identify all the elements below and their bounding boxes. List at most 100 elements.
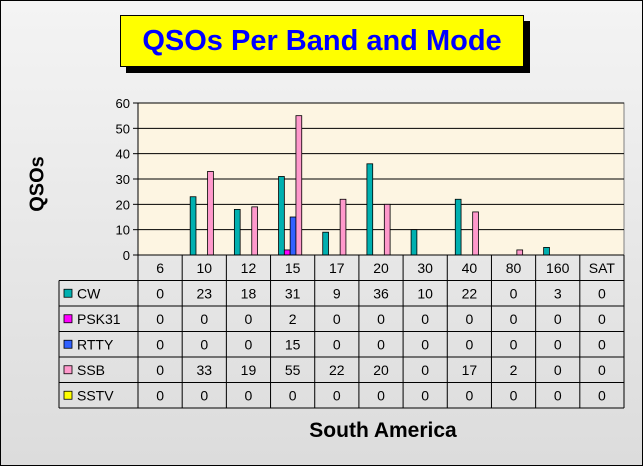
x-tick-label: 80: [506, 260, 522, 276]
bar: [339, 198, 347, 256]
data-cell: 0: [377, 387, 385, 403]
legend-swatch: [63, 365, 73, 375]
bar: [295, 115, 303, 256]
data-cell: 0: [245, 311, 253, 327]
data-cell: 0: [245, 387, 253, 403]
data-cell: 0: [465, 311, 473, 327]
data-cell: 17: [462, 362, 478, 378]
x-tick-label: 12: [241, 260, 257, 276]
data-cell: 0: [333, 387, 341, 403]
legend-swatch: [63, 390, 73, 400]
x-tick-label: 15: [285, 260, 301, 276]
data-cell: 0: [200, 311, 208, 327]
x-axis-label: South America: [309, 419, 457, 442]
data-cell: 0: [200, 387, 208, 403]
data-cell: 22: [462, 285, 478, 301]
data-cell: 0: [156, 362, 164, 378]
bar: [410, 229, 418, 256]
bar: [322, 231, 329, 256]
data-cell: 9: [333, 285, 341, 301]
data-cell: 31: [285, 285, 301, 301]
data-cell: 0: [465, 387, 473, 403]
x-tick-label: 30: [417, 260, 433, 276]
data-cell: 3: [554, 285, 562, 301]
data-cell: 0: [421, 336, 429, 352]
data-cell: 0: [333, 311, 341, 327]
data-cell: 0: [554, 311, 562, 327]
data-cell: 0: [289, 387, 297, 403]
data-cell: 0: [245, 336, 253, 352]
data-cell: 0: [598, 285, 606, 301]
data-cell: 0: [598, 362, 606, 378]
legend-entry: PSK31: [77, 311, 121, 327]
y-tick-label: 30: [116, 172, 130, 187]
data-cell: 0: [598, 311, 606, 327]
y-tick-label: 50: [116, 121, 130, 136]
data-cell: 55: [285, 362, 301, 378]
data-cell: 0: [156, 336, 164, 352]
data-cell: 20: [373, 362, 389, 378]
bar: [383, 203, 391, 256]
legend-swatch: [63, 314, 73, 324]
legend-entry: CW: [77, 285, 101, 301]
data-cell: 0: [421, 387, 429, 403]
legend-entry: RTTY: [77, 336, 114, 352]
data-cell: 0: [377, 336, 385, 352]
data-cell: 22: [329, 362, 345, 378]
x-tick-label: 160: [546, 260, 570, 276]
data-cell: 0: [156, 387, 164, 403]
bar: [543, 246, 550, 256]
legend-swatch: [63, 339, 73, 349]
data-cell: 0: [510, 387, 518, 403]
x-tick-label: 20: [373, 260, 389, 276]
bar: [289, 216, 297, 256]
bar: [283, 249, 291, 256]
title-box: QSOs Per Band and Mode: [120, 15, 524, 67]
y-tick-label: 10: [116, 223, 130, 238]
x-tick-label: 6: [156, 260, 164, 276]
bar: [189, 196, 197, 256]
bar: [516, 249, 524, 256]
data-cell: 0: [421, 311, 429, 327]
bar: [472, 211, 479, 256]
data-cell: 36: [373, 285, 389, 301]
bar: [278, 176, 285, 256]
legend-entry: SSTV: [77, 387, 114, 403]
data-cell: 0: [421, 362, 429, 378]
data-cell: 0: [510, 311, 518, 327]
bar: [454, 198, 462, 256]
bar: [251, 206, 258, 256]
data-cell: 0: [200, 336, 208, 352]
data-cell: 0: [554, 387, 562, 403]
data-cell: 0: [333, 336, 341, 352]
chart-title: QSOs Per Band and Mode: [142, 24, 502, 57]
data-cell: 0: [554, 362, 562, 378]
data-cell: 0: [598, 387, 606, 403]
data-cell: 2: [510, 362, 518, 378]
data-cell: 18: [241, 285, 257, 301]
x-tick-label: 17: [329, 260, 345, 276]
data-cell: 0: [554, 336, 562, 352]
data-cell: 2: [289, 311, 297, 327]
data-cell: 0: [598, 336, 606, 352]
data-cell: 0: [465, 336, 473, 352]
data-cell: 23: [196, 285, 212, 301]
x-tick-label: 40: [462, 260, 478, 276]
legend-swatch: [63, 288, 73, 298]
x-tick-label: 10: [196, 260, 212, 276]
bar: [233, 208, 241, 256]
legend-entry: SSB: [77, 362, 105, 378]
data-cell: 0: [510, 285, 518, 301]
x-tick-label: SAT: [589, 260, 616, 276]
y-tick-label: 0: [123, 248, 130, 263]
data-cell: 0: [510, 336, 518, 352]
bar: [207, 170, 214, 256]
y-axis-label: QSOs: [26, 156, 49, 212]
bar: [366, 163, 374, 256]
data-cell: 0: [156, 285, 164, 301]
data-cell: 33: [196, 362, 212, 378]
y-tick-label: 40: [116, 147, 130, 162]
